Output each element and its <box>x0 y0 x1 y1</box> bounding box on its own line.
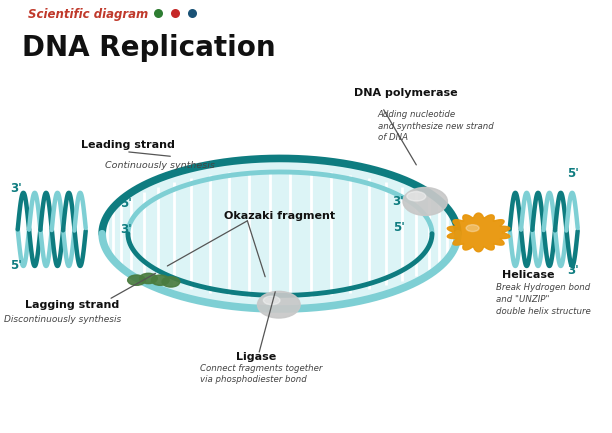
Text: 3': 3' <box>10 182 22 195</box>
Text: DNA polymerase: DNA polymerase <box>354 88 458 98</box>
Ellipse shape <box>403 187 447 216</box>
Text: Lagging strand: Lagging strand <box>25 301 119 310</box>
Text: 3': 3' <box>567 264 579 277</box>
Text: 5': 5' <box>10 259 22 272</box>
Ellipse shape <box>407 191 426 201</box>
Text: Connect fragments together
via phosphodiester bond: Connect fragments together via phosphodi… <box>200 364 323 385</box>
Polygon shape <box>102 158 458 309</box>
Text: Ligase: Ligase <box>236 352 276 362</box>
Ellipse shape <box>162 277 180 287</box>
Ellipse shape <box>263 296 280 305</box>
Text: Adding nucleotide
and synthesize new strand
of DNA: Adding nucleotide and synthesize new str… <box>378 110 493 142</box>
Text: 3': 3' <box>120 223 132 236</box>
Ellipse shape <box>151 275 169 285</box>
Ellipse shape <box>466 225 479 232</box>
Text: 5': 5' <box>392 221 405 234</box>
Text: 5': 5' <box>567 167 580 180</box>
Text: 5': 5' <box>120 197 132 210</box>
Ellipse shape <box>140 273 157 284</box>
Text: Helicase: Helicase <box>502 270 554 280</box>
Text: Break Hydrogen bond
and "UNZIP"
double helix structure: Break Hydrogen bond and "UNZIP" double h… <box>496 283 591 316</box>
Ellipse shape <box>258 291 300 318</box>
Ellipse shape <box>128 275 146 285</box>
Text: DNA Replication: DNA Replication <box>22 34 276 61</box>
Text: Discontinuously synthesis: Discontinuously synthesis <box>4 315 122 323</box>
Text: Leading strand: Leading strand <box>81 140 175 150</box>
Polygon shape <box>447 213 510 252</box>
Text: Continuously synthesis: Continuously synthesis <box>105 161 215 170</box>
Text: Okazaki fragment: Okazaki fragment <box>223 211 335 221</box>
Text: Scientific diagram: Scientific diagram <box>28 8 148 21</box>
Text: 3': 3' <box>393 195 405 208</box>
